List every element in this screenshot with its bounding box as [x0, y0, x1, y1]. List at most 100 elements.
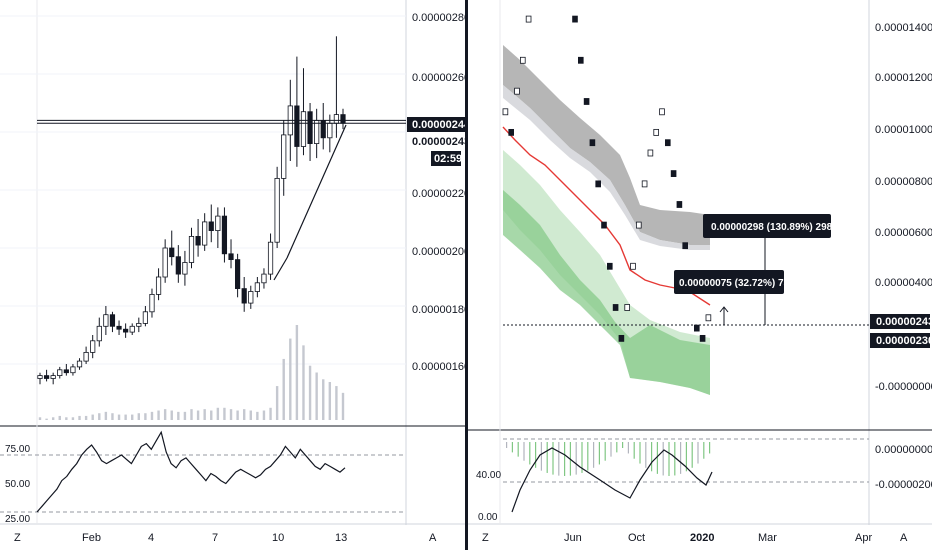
volume-bar	[84, 415, 88, 420]
candle-down	[195, 235, 201, 246]
osc-hist-bar	[656, 442, 658, 474]
rsi-line	[36, 430, 346, 513]
candle-up	[254, 282, 260, 292]
osc-hist-bar	[540, 442, 542, 471]
osc-hist-bar	[535, 442, 537, 468]
renko-brick-up	[641, 180, 648, 188]
candle-up	[182, 262, 188, 275]
left-x-label: 13	[335, 532, 347, 544]
volume-bar	[137, 413, 141, 420]
left-rsi-pane: 75.00 50.00 25.00	[0, 430, 406, 525]
left-auto-scale-button[interactable]: A	[429, 532, 437, 544]
candle-up	[90, 340, 96, 353]
renko-brick-down	[572, 15, 578, 23]
osc-hist-bar	[622, 442, 624, 448]
candle-up	[83, 351, 89, 362]
left-price-axis: 0.00000280 0.00000260 0.00000220 0.00000…	[412, 12, 470, 373]
right-x-label: 2020	[690, 532, 714, 544]
volume-bar	[98, 413, 101, 420]
volume-bar	[91, 414, 94, 420]
rsi-label-50: 50.00	[5, 479, 30, 490]
volume-bar	[111, 413, 114, 420]
volume-bar	[295, 325, 299, 420]
osc-hist-bar	[552, 442, 554, 475]
callout-large[interactable]: 0.00000298 (130.89%) 298	[703, 214, 833, 238]
volume-bar	[223, 407, 226, 420]
volume-bar	[157, 410, 160, 420]
candle-down	[241, 288, 247, 304]
volume-bar	[78, 415, 81, 420]
renko-brick-up	[624, 304, 630, 311]
osc-hist-bar	[680, 442, 682, 474]
candle-up	[76, 360, 83, 368]
candle-up	[333, 114, 340, 124]
candle-up	[274, 177, 280, 243]
candle-down	[43, 375, 50, 379]
volume-bar	[262, 410, 266, 420]
gray-cloud-band	[503, 45, 710, 245]
rsi-label-25: 25.00	[5, 514, 30, 525]
right-x-label: Jun	[564, 532, 582, 544]
right-x-label: Oct	[628, 532, 645, 544]
callout-small[interactable]: 0.00000075 (32.72%) 75	[674, 270, 790, 294]
right-price-label: 0.00000600	[875, 227, 932, 239]
right-auto-scale-button[interactable]: A	[900, 532, 908, 544]
candle-up	[103, 314, 109, 327]
candle-down	[208, 221, 214, 231]
volume-bar	[104, 411, 108, 420]
osc-hist-bar	[604, 442, 606, 461]
callout-large-bg	[703, 214, 831, 238]
right-time-axis: Jun Oct 2020 Mar Apr	[564, 532, 872, 544]
candle-down	[340, 114, 346, 124]
osc-hist-bar	[564, 442, 566, 476]
price-tag-bg	[407, 117, 465, 132]
osc-hist-bar	[703, 442, 705, 459]
candle-down	[235, 259, 241, 290]
right-price-label: -0.00000000	[875, 381, 932, 393]
left-zoom-button[interactable]: Z	[14, 532, 21, 544]
osc-hist-bar	[529, 442, 531, 465]
right-price-label: 0.00001400	[875, 22, 932, 34]
left-price-tags: 0.00000244 0.00000243 02:59	[407, 117, 471, 166]
right-price-tag-230: 0.00000230	[876, 335, 932, 347]
renko-brick-up	[525, 15, 532, 23]
volume-bar	[58, 415, 61, 420]
volume-bar	[341, 392, 345, 420]
right-oscillator-pane: 0.00000000 -0.00000200 40.00 0.00	[476, 438, 932, 523]
callout-large-text: 0.00000298 (130.89%) 298	[711, 222, 833, 233]
candle-up	[162, 247, 168, 278]
volume-bar	[131, 414, 134, 420]
osc-hist-bar	[593, 442, 595, 468]
left-price-label: 0.00000200	[412, 246, 470, 258]
volume-bar	[65, 417, 68, 420]
renko-brick-down	[676, 201, 683, 208]
renko-brick-down	[694, 324, 700, 332]
countdown-tag-bg	[431, 151, 461, 166]
renko-brick-down	[583, 98, 590, 105]
left-time-axis: Feb 4 7 10 13	[82, 532, 347, 544]
renko-brick-down	[601, 221, 607, 229]
volume-bar	[124, 414, 127, 420]
left-price-label: 0.00000160	[412, 361, 470, 373]
volume-bar	[328, 382, 332, 420]
renko-brick-down	[578, 56, 584, 64]
osc-hist-bar	[709, 442, 711, 454]
candle-up	[149, 293, 155, 313]
candle-down	[307, 111, 313, 144]
left-panel-bg	[0, 0, 465, 550]
right-zoom-button[interactable]: Z	[482, 532, 489, 544]
renko-brick-down	[665, 139, 671, 147]
candle-up	[281, 134, 287, 179]
left-price-label: 0.00000220	[412, 188, 470, 200]
renko-brick-up	[502, 108, 509, 116]
renko-brick-down	[682, 242, 688, 250]
candle-up	[50, 375, 56, 379]
triangle-trendline[interactable]	[286, 124, 347, 259]
osc-hist-bar	[697, 442, 699, 464]
osc-hist-bar	[668, 442, 670, 476]
candle-down	[109, 314, 116, 327]
volume-bar	[275, 386, 279, 420]
osc-hist-bar	[506, 442, 508, 448]
renko-brick-up	[647, 149, 654, 157]
renko-brick-up	[653, 128, 659, 136]
